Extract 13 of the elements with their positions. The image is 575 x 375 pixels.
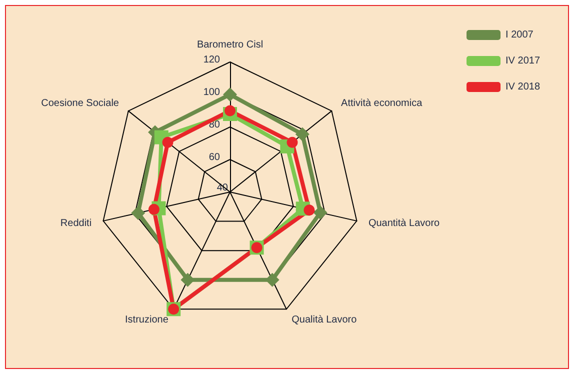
y-tick-label: 120	[203, 54, 220, 66]
legend-label: IV 2017	[506, 56, 540, 66]
spoke-label: Quantità Lavoro	[368, 218, 440, 230]
legend-label: I 2007	[506, 30, 534, 40]
y-tick-label: 100	[203, 87, 220, 98]
spoke-label: Redditi	[60, 218, 92, 230]
spoke-label: Attività economica	[341, 98, 423, 109]
spoke-label: Istruzione	[125, 314, 169, 326]
spoke-label: Coesione Sociale	[41, 98, 120, 109]
spoke-label: Qualità Lavoro	[292, 314, 358, 326]
spoke-label: Barometro Cisl	[196, 40, 264, 50]
legend-label: IV 2018	[506, 82, 540, 92]
y-tick-label: 60	[208, 152, 220, 163]
